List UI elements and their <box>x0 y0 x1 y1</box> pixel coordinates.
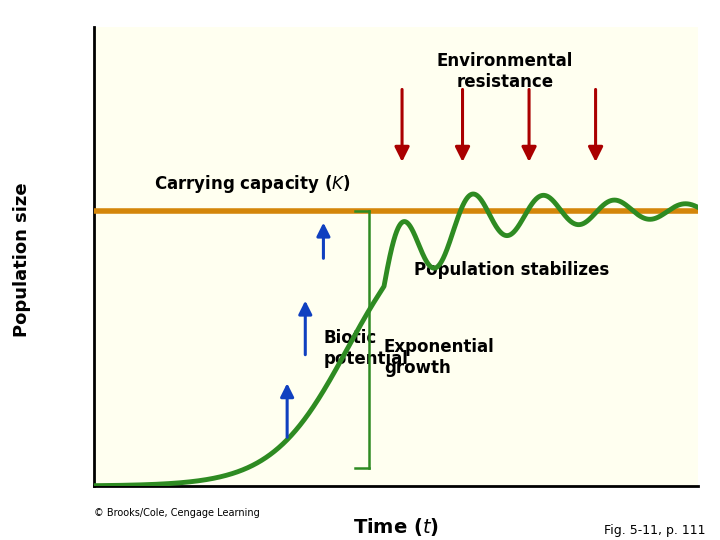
Text: Population stabilizes: Population stabilizes <box>414 261 609 279</box>
Text: Population size: Population size <box>12 182 30 336</box>
Text: Environmental
resistance: Environmental resistance <box>436 52 573 91</box>
Text: © Brooks/Cole, Cengage Learning: © Brooks/Cole, Cengage Learning <box>94 508 259 518</box>
Text: Carrying capacity ($K$): Carrying capacity ($K$) <box>154 173 351 194</box>
Text: Biotic
potential: Biotic potential <box>323 329 408 368</box>
Text: Exponential
growth: Exponential growth <box>384 338 495 377</box>
Text: Time ($t$): Time ($t$) <box>353 516 439 538</box>
Text: Fig. 5-11, p. 111: Fig. 5-11, p. 111 <box>604 524 706 537</box>
